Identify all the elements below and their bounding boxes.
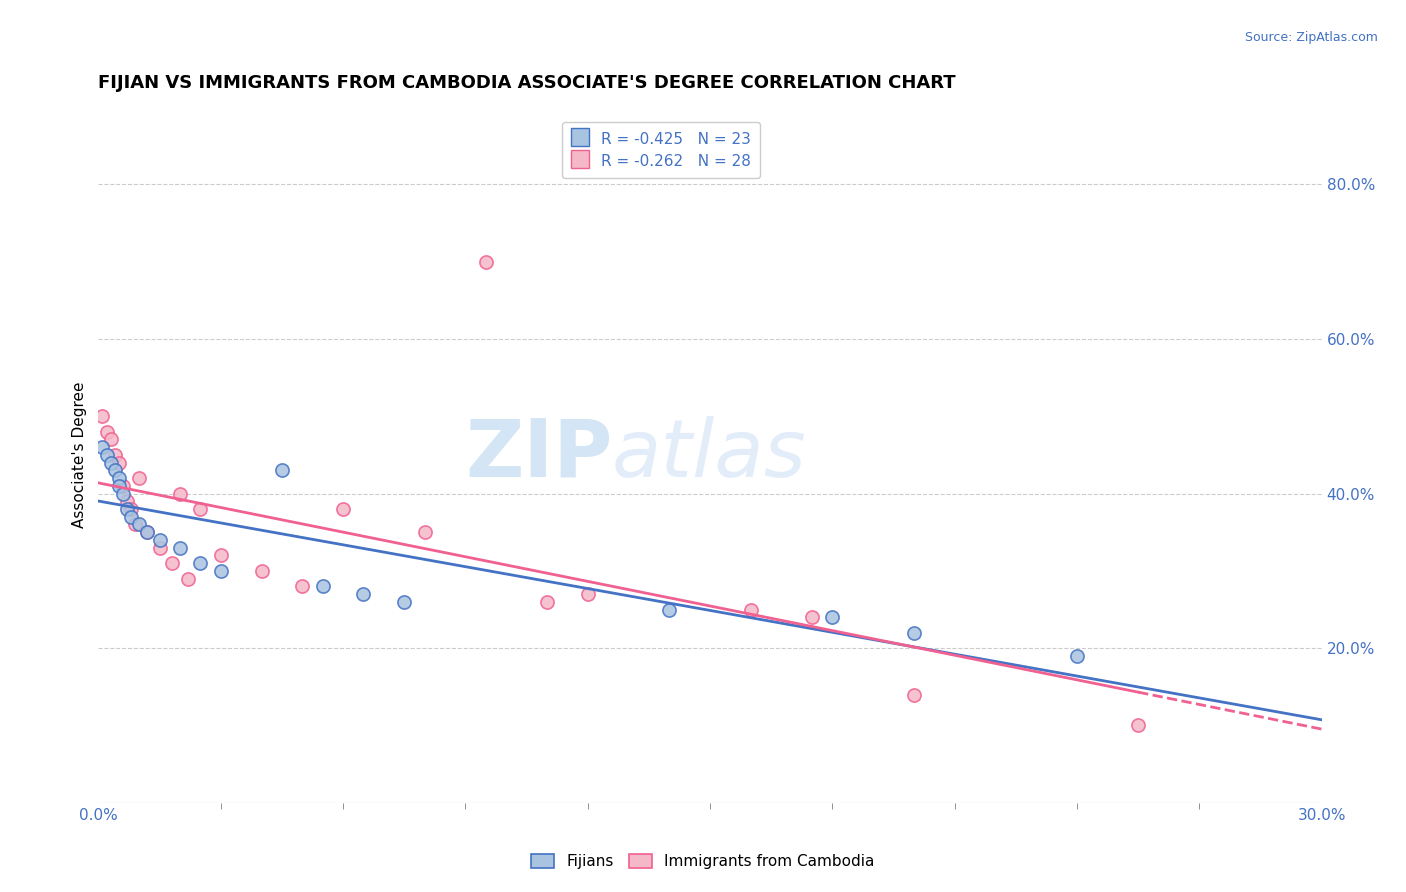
Point bbox=[169, 486, 191, 500]
Text: FIJIAN VS IMMIGRANTS FROM CAMBODIA ASSOCIATE'S DEGREE CORRELATION CHART: FIJIAN VS IMMIGRANTS FROM CAMBODIA ASSOC… bbox=[98, 74, 956, 92]
Point bbox=[120, 502, 142, 516]
Point bbox=[115, 502, 138, 516]
Point bbox=[160, 556, 183, 570]
Point bbox=[188, 502, 212, 516]
Point bbox=[474, 254, 498, 268]
Point bbox=[100, 456, 122, 470]
Point bbox=[821, 610, 844, 624]
Point bbox=[177, 572, 200, 586]
Point bbox=[576, 587, 599, 601]
Point bbox=[413, 525, 436, 540]
Point bbox=[903, 625, 925, 640]
Point bbox=[124, 517, 146, 532]
Point bbox=[136, 525, 159, 540]
Point bbox=[149, 541, 172, 555]
Point bbox=[128, 471, 150, 485]
Point bbox=[291, 579, 314, 593]
Point bbox=[658, 602, 681, 616]
Point bbox=[108, 471, 131, 485]
Point bbox=[104, 463, 127, 477]
Point bbox=[91, 440, 114, 454]
Point bbox=[120, 509, 142, 524]
Point bbox=[1128, 718, 1150, 732]
Point bbox=[188, 556, 212, 570]
Point bbox=[209, 564, 232, 578]
Point bbox=[96, 448, 118, 462]
Point bbox=[115, 494, 138, 508]
Point bbox=[312, 579, 335, 593]
Point bbox=[392, 595, 416, 609]
Point bbox=[352, 587, 374, 601]
Point bbox=[96, 425, 118, 439]
Legend: R = -0.425   N = 23, R = -0.262   N = 28: R = -0.425 N = 23, R = -0.262 N = 28 bbox=[562, 121, 761, 178]
Point bbox=[740, 602, 762, 616]
Point bbox=[250, 564, 273, 578]
Legend: Fijians, Immigrants from Cambodia: Fijians, Immigrants from Cambodia bbox=[526, 848, 880, 875]
Point bbox=[209, 549, 232, 563]
Text: Source: ZipAtlas.com: Source: ZipAtlas.com bbox=[1244, 31, 1378, 45]
Point bbox=[108, 479, 131, 493]
Point bbox=[169, 541, 191, 555]
Point bbox=[332, 502, 354, 516]
Point bbox=[108, 456, 131, 470]
Point bbox=[903, 688, 925, 702]
Point bbox=[149, 533, 172, 547]
Point bbox=[136, 525, 159, 540]
Point bbox=[270, 463, 294, 477]
Point bbox=[1066, 648, 1088, 663]
Text: ZIP: ZIP bbox=[465, 416, 612, 494]
Point bbox=[104, 448, 127, 462]
Point bbox=[111, 486, 134, 500]
Point bbox=[91, 409, 114, 424]
Text: atlas: atlas bbox=[612, 416, 807, 494]
Point bbox=[111, 479, 134, 493]
Point bbox=[128, 517, 150, 532]
Point bbox=[100, 433, 122, 447]
Point bbox=[801, 610, 824, 624]
Y-axis label: Associate's Degree: Associate's Degree bbox=[72, 382, 87, 528]
Point bbox=[536, 595, 558, 609]
